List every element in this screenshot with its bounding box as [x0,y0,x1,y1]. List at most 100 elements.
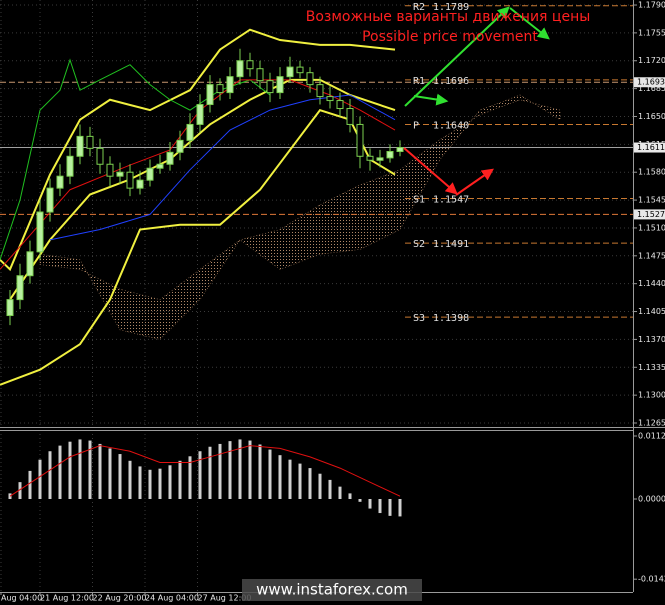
candle-body [196,104,204,125]
x-tick-label: 24 Aug 04:00 [145,594,199,603]
candle-body [26,251,34,277]
candle-body [116,171,124,177]
candle-body [246,60,254,70]
up-arrow [404,6,510,107]
candle-body [106,163,114,177]
candle-body [226,76,234,94]
x-tick-label: 27 Aug 12:00 [198,594,252,603]
candle-body [186,123,194,141]
level-name: S1 [413,194,425,205]
macd-bar [198,451,202,500]
down-arrow [455,168,494,196]
y-tick-label: 1.1405 [638,307,665,316]
candle-body [76,135,84,157]
up-arrow [413,93,449,106]
macd-bar [148,469,152,500]
level-name: R1 [413,76,425,87]
y-tick-label: 1.1510 [638,223,665,232]
y-tick-label: 1.1475 [638,251,665,260]
signal-line [9,445,401,497]
level-name: S2 [413,239,425,250]
macd-bar [88,440,92,500]
y-tick-label: 1.1720 [638,56,665,65]
candle-body [36,211,44,253]
candle-body [256,68,264,82]
watermark: www.instaforex.com [256,581,408,599]
macd-bar [298,463,302,500]
candle-body [56,175,64,189]
y-tick-label: 0.00000 [638,495,665,504]
macd-bar [378,499,382,514]
x-tick-label: 22 Aug 20:00 [93,594,147,603]
macd-bar [78,439,82,500]
candle-body [336,100,344,110]
macd-bar [288,459,292,500]
price-marker-box [634,77,665,88]
candle-body [236,60,244,78]
y-tick-label: 1.1545 [638,196,665,205]
level-name: S3 [413,313,425,324]
macd-bar [348,493,352,500]
macd-bar [38,459,42,500]
ichimoku-cloud [39,94,561,340]
macd-bar [118,454,122,500]
macd-bar [128,460,132,500]
macd-bar [208,446,212,500]
y-tick-label: 1.1335 [638,363,665,372]
macd-bar [338,486,342,500]
candle-body [346,108,354,125]
candle-body [306,72,314,86]
macd-bar [178,460,182,500]
macd-bar [168,465,172,500]
macd-bar [368,499,372,509]
macd-bar [68,441,72,500]
indicator-line [49,94,396,241]
macd-bar [308,468,312,500]
macd-bar [398,499,402,517]
price-marker-label: 1.1611 [637,143,665,152]
price-marker-label: 1.1693 [637,78,665,87]
macd-bar [248,440,252,500]
macd-bar [108,448,112,500]
candle-body [396,147,404,153]
macd-bar [98,443,102,500]
candle-body [386,151,394,159]
candle-body [286,66,294,78]
level-value: 1.1789 [433,2,469,13]
candle-body [356,123,364,157]
level-name: P [413,120,419,131]
candle-body [66,155,74,177]
candle-body [296,66,304,74]
up-arrow [509,7,550,40]
indicator-line [0,28,396,272]
candle-body [176,139,184,153]
candle-body [6,299,14,317]
candle-body [166,151,174,165]
macd-bar [158,468,162,500]
candle-body [136,179,144,189]
indicator-line [0,58,271,260]
y-tick-label: 1.1580 [638,168,665,177]
macd-bar [358,499,362,502]
down-arrow [403,147,458,195]
y-tick-label: 1.1790 [638,1,665,10]
macd-bar [138,466,142,500]
y-tick-label: 1.1440 [638,279,665,288]
macd-bar [228,441,232,500]
macd-bar [28,470,32,500]
macd-bar [58,445,62,500]
level-value: 1.1640 [433,120,469,131]
candle-body [86,135,94,149]
level-value: 1.1398 [433,313,469,324]
macd-bar [48,451,52,500]
level-name: R2 [413,2,425,13]
chart-title: Возможные варианты движения цены [306,9,591,25]
macd-bar [278,455,282,500]
macd-bar [18,482,22,500]
candle-body [146,167,154,181]
x-tick-label: 21 Aug 12:00 [40,594,94,603]
candle-body [366,155,374,161]
macd-bar [238,439,242,500]
